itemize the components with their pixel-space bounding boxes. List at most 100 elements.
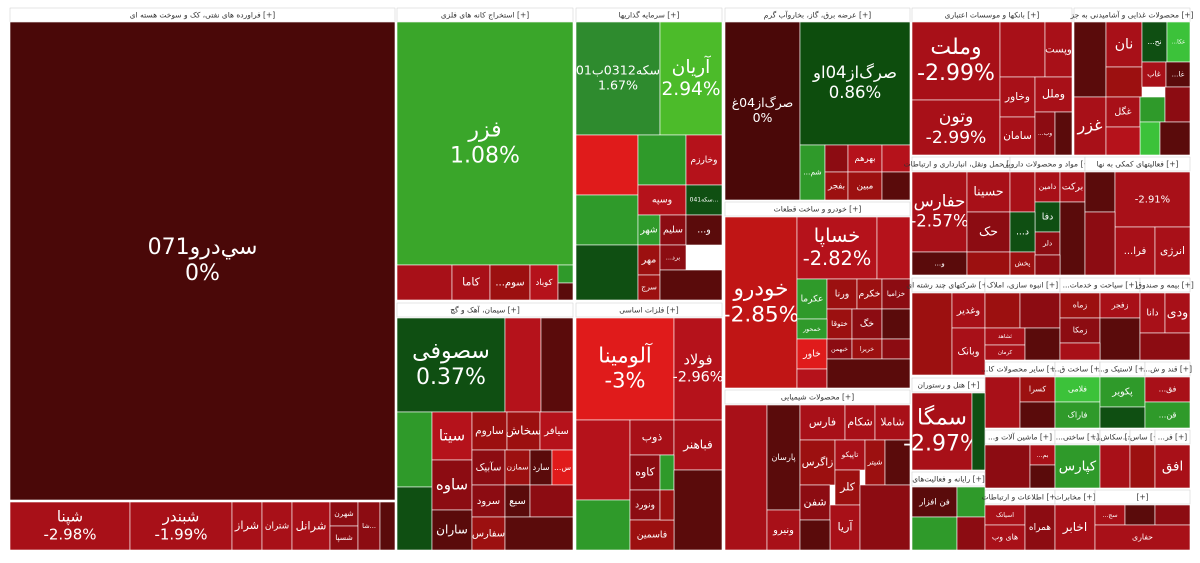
tile [529, 484, 574, 518]
tile [951, 292, 986, 329]
tile-value: -2.97% [903, 432, 981, 457]
tile [847, 171, 883, 201]
tile-label: سمازن [506, 463, 528, 472]
sector-title: ...ماشین آلات و [+] [988, 432, 1052, 442]
tile-label: وخاور [1004, 91, 1030, 103]
tile-label: سآبیک [476, 461, 502, 474]
tile [1164, 86, 1191, 123]
tile-label: برکت [1062, 182, 1083, 193]
sector: ...ساس [+] [1123, 429, 1162, 489]
tile-value: 0% [185, 261, 220, 286]
tile-label: ودی [1167, 305, 1188, 321]
tile-value: 0.86% [829, 83, 881, 102]
tile-label: ...سج [1102, 512, 1117, 519]
tile [799, 484, 831, 521]
tile-value: 1.67% [598, 78, 638, 93]
tile-value: 2.94% [661, 79, 720, 100]
tile-label: وخارزم [691, 156, 718, 166]
tile [1054, 444, 1101, 489]
tile [796, 368, 828, 389]
tile-label: ...وب [1038, 130, 1052, 137]
tile-label: ونورد [635, 501, 655, 511]
tile [231, 501, 263, 551]
tile-label: نان [1115, 37, 1134, 53]
tile-label: خاور [802, 349, 821, 360]
tile-label: فاراک [1068, 410, 1088, 420]
tile [396, 411, 433, 488]
tile-label: زاگرس [802, 456, 834, 469]
sector: شرکتهای چند رشته ای [+] وغدیر وبانک [906, 277, 991, 376]
tile [1073, 96, 1107, 156]
tile-label: خساپا [814, 224, 860, 247]
sector-title: ...ساختی [+] [1056, 433, 1099, 442]
tile-label: وسپه [652, 195, 672, 206]
tile [859, 484, 911, 551]
tile-value: -2.85% [723, 302, 799, 327]
tile [1059, 201, 1086, 276]
tile [1139, 332, 1191, 361]
tile-label: ذوب [642, 431, 663, 444]
tile-label: فاسمین [637, 530, 668, 541]
tile [876, 216, 911, 280]
tile [956, 486, 986, 518]
tile [971, 392, 986, 471]
tile-label: شپنا [57, 508, 83, 527]
tile [1144, 376, 1191, 403]
tile-value: -2.91% [1135, 195, 1170, 206]
tile [673, 469, 723, 551]
tile [1084, 211, 1116, 276]
sector-title: انبوه سازی، املاک [+] [987, 281, 1058, 290]
tile-label: کلر [839, 481, 856, 494]
tile [431, 509, 473, 551]
sector-header [1144, 361, 1191, 377]
tile-label: سرج [641, 283, 657, 292]
tile [396, 317, 506, 413]
sector-title: حمل ونقل، انبارداری و ارتباطات [+] [904, 160, 1019, 169]
tile [1139, 292, 1166, 334]
tile-label: خودرو [733, 277, 789, 302]
tile [1105, 66, 1143, 98]
tile [261, 501, 293, 551]
tile-label: ونیرو [772, 525, 794, 536]
tile [881, 171, 911, 201]
tile [1129, 444, 1156, 489]
sector: عرضه برق، گاز، بخاروآب گرم [+]صرگ‌از04غ0… [724, 7, 911, 201]
tile [489, 264, 531, 301]
sector-title: اطلاعات و ارتباطات [+] [982, 493, 1059, 502]
tile-label: کرمان [998, 349, 1013, 356]
tile [396, 486, 433, 551]
tile [540, 317, 574, 413]
tile-label: ...فق [1159, 385, 1177, 394]
tile-label: کپارس [1059, 460, 1097, 475]
tile-label: آلومینا [598, 342, 653, 367]
tile-label: بفجر [827, 182, 845, 192]
tile-value: -2.99% [926, 128, 987, 148]
tile [1105, 96, 1141, 128]
sector-header [1084, 156, 1191, 172]
tile-label: شرانل [296, 519, 327, 534]
tile [1034, 254, 1061, 276]
sector-header [396, 302, 574, 318]
tile-label: انرژی [1160, 245, 1185, 257]
sector-title: محصولات غذایی و آشامیدنی به جز [+] [1069, 10, 1193, 20]
sector: فعالیتهای کمکی به نها [+] -2.91% ...فرا انر… [1084, 156, 1191, 276]
tile-value: 0.37% [416, 365, 486, 390]
tile [951, 327, 986, 376]
sector-title: مخابرات [+] [1054, 493, 1095, 502]
tile [504, 516, 574, 551]
tile-label: همراه [1029, 523, 1051, 533]
tile [911, 486, 958, 518]
tile [1099, 444, 1131, 489]
tile-label: وپست [1045, 45, 1072, 56]
sector: حمل ونقل، انبارداری و ارتباطات [+] حفارس-… [904, 156, 1019, 276]
tile-label: ...و [697, 225, 710, 236]
sector: ...ماشین آلات و [+] ...بم [984, 429, 1056, 489]
tile [673, 317, 723, 421]
tile [984, 444, 1031, 489]
tile [575, 499, 631, 551]
tile-label: دلر [1042, 239, 1052, 248]
sector: ...لاستیک و [+] پکویر [1098, 361, 1147, 429]
tile [396, 21, 574, 266]
sector: ...ساختی [+] کپارس [1054, 429, 1101, 489]
